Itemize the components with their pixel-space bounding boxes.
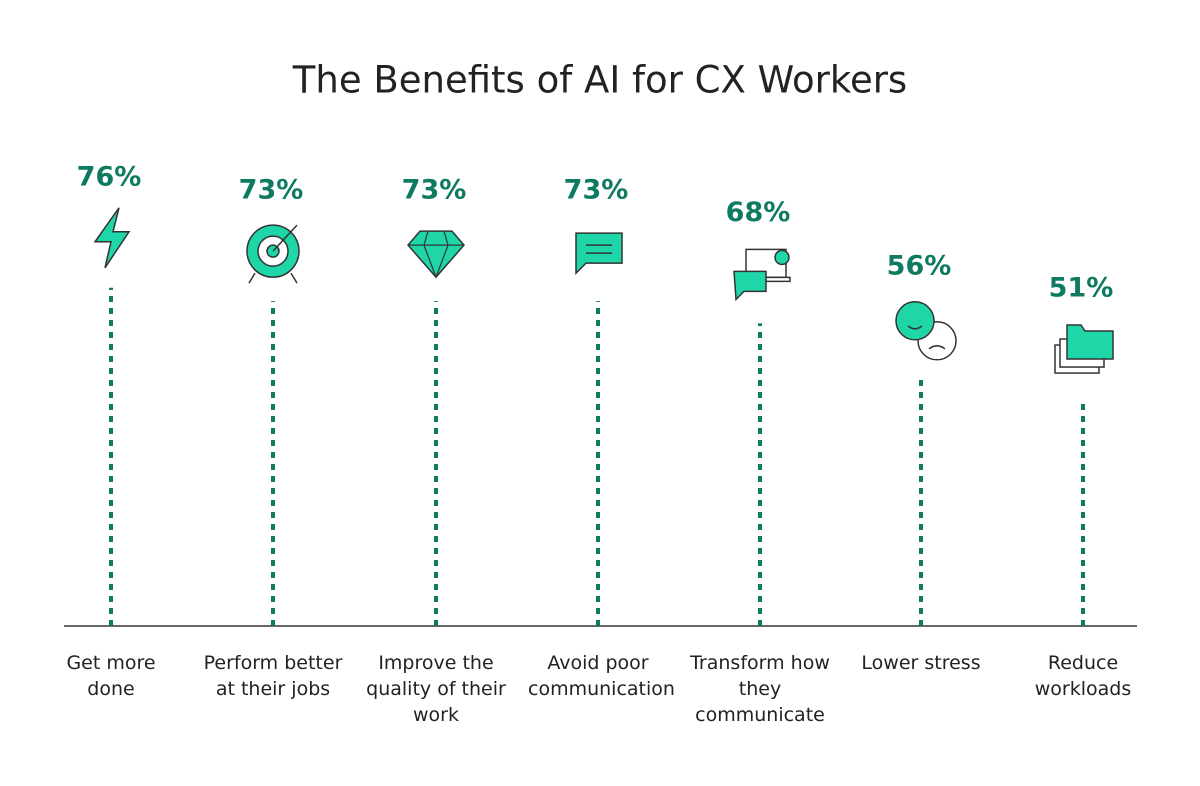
icon-part: [408, 230, 464, 279]
chart-title: The Benefits of AI for CX Workers: [292, 59, 907, 102]
category-label: Transform how they communicate: [690, 652, 830, 726]
icon-part: [93, 207, 131, 269]
icon-part: [733, 270, 767, 302]
icon-part: [1066, 324, 1114, 360]
icon-part: [928, 345, 946, 350]
icon: [733, 248, 791, 302]
icon: [93, 207, 131, 269]
category-label: Avoid poor communication: [528, 652, 675, 700]
icon-part: [407, 230, 465, 279]
category-label: Reduce workloads: [1034, 652, 1132, 700]
value-label: 73%: [402, 175, 467, 206]
icon: [575, 232, 623, 275]
value-label: 56%: [887, 250, 952, 281]
icon: [895, 301, 957, 361]
icon: [246, 224, 300, 284]
value-label: 76%: [77, 161, 142, 192]
value-label: 51%: [1049, 273, 1114, 304]
icon-part: [248, 224, 298, 284]
icon-part: [895, 301, 935, 341]
value-label: 68%: [726, 197, 791, 228]
category-label: Perform better at their jobs: [203, 652, 343, 700]
category-label: Lower stress: [861, 652, 981, 674]
icon-part: [774, 249, 790, 266]
icon: [1054, 324, 1114, 374]
icon: [407, 230, 465, 279]
category-label: Get more done: [66, 652, 156, 700]
icon-part: [907, 325, 923, 330]
value-label: 73%: [239, 175, 304, 206]
category-label: Improve the quality of their work: [366, 652, 506, 726]
icon-part: [586, 244, 612, 254]
value-label: 73%: [564, 175, 629, 206]
